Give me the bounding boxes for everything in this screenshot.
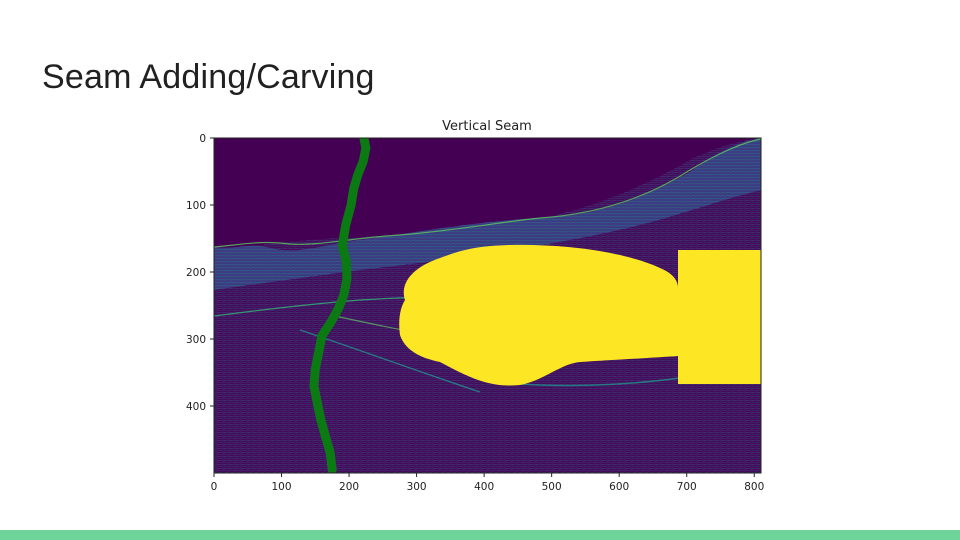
y-tick-label: 300: [186, 334, 206, 346]
car-mask: [399, 244, 761, 386]
x-tick-label: 100: [272, 481, 292, 493]
y-tick-label: 400: [186, 401, 206, 413]
y-tick-label: 200: [186, 267, 206, 279]
y-tick-label: 0: [199, 133, 206, 145]
vertical-seam: [309, 138, 371, 473]
x-tick-label: 500: [542, 481, 562, 493]
x-tick-label: 200: [339, 481, 359, 493]
x-tick-label: 300: [407, 481, 427, 493]
slide-title: Seam Adding/Carving: [42, 58, 375, 96]
mountain-band: [214, 138, 761, 290]
footer-accent-bar: [0, 530, 960, 540]
plot-title: Vertical Seam: [442, 119, 532, 134]
y-axis: 0 100 200 300 400: [186, 133, 214, 413]
x-tick-label: 700: [677, 481, 697, 493]
x-tick-label: 400: [474, 481, 494, 493]
x-tick-label: 600: [609, 481, 629, 493]
y-tick-label: 100: [186, 200, 206, 212]
x-tick-label: 800: [744, 481, 764, 493]
x-tick-label: 0: [211, 481, 218, 493]
plot-area: [214, 138, 761, 473]
axes-frame: [213, 137, 762, 474]
horizon-line: [214, 138, 761, 248]
x-axis: 0 100 200 300 400 500 600 700 800: [211, 473, 764, 493]
